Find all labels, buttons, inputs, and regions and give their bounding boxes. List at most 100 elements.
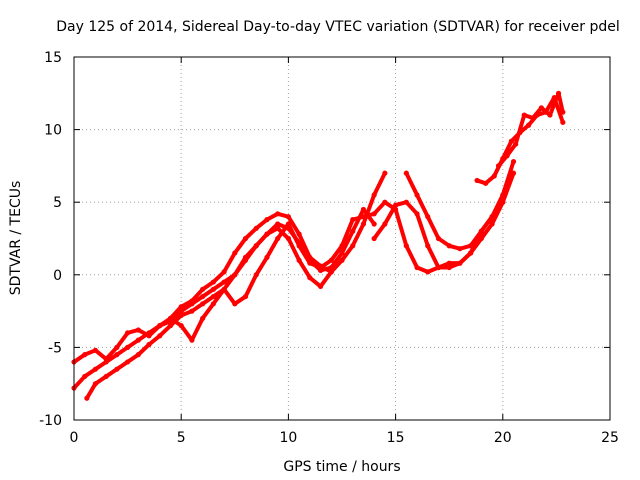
data-point bbox=[371, 221, 377, 227]
data-point bbox=[521, 112, 527, 118]
x-tick-label: 20 bbox=[494, 430, 512, 446]
data-point bbox=[457, 246, 463, 252]
data-point bbox=[285, 214, 291, 220]
data-point bbox=[210, 301, 216, 307]
data-point bbox=[446, 243, 452, 249]
data-point bbox=[504, 153, 510, 159]
data-point bbox=[178, 323, 184, 329]
data-point bbox=[555, 90, 562, 96]
x-tick-label: 5 bbox=[177, 430, 186, 446]
data-point bbox=[221, 286, 227, 292]
y-tick-label: 15 bbox=[44, 50, 62, 66]
series-layer bbox=[71, 90, 566, 401]
data-point bbox=[92, 366, 99, 372]
data-point bbox=[296, 257, 302, 263]
data-point bbox=[167, 315, 174, 321]
data-point bbox=[525, 122, 532, 128]
data-point bbox=[189, 337, 195, 343]
data-point bbox=[157, 333, 163, 339]
data-point bbox=[560, 119, 566, 125]
chart-title: Day 125 of 2014, Sidereal Day-to-day VTE… bbox=[56, 19, 620, 35]
data-point bbox=[468, 243, 474, 249]
data-point bbox=[200, 315, 206, 321]
data-point bbox=[114, 366, 120, 372]
data-point bbox=[275, 221, 281, 227]
x-axis: 0 5 10 15 20 25 bbox=[70, 57, 619, 446]
data-point bbox=[382, 221, 388, 227]
data-point bbox=[82, 352, 88, 358]
data-point bbox=[264, 217, 270, 223]
data-point bbox=[538, 105, 544, 111]
data-point bbox=[457, 260, 463, 266]
data-point bbox=[446, 264, 452, 271]
data-point bbox=[296, 243, 302, 249]
data-point bbox=[414, 192, 420, 198]
data-point bbox=[178, 312, 184, 319]
data-point bbox=[510, 158, 517, 165]
data-point bbox=[513, 141, 519, 147]
data-point bbox=[178, 308, 184, 314]
data-point bbox=[495, 163, 502, 169]
data-point bbox=[264, 231, 270, 237]
data-point bbox=[242, 235, 249, 242]
y-tick-label: -5 bbox=[48, 340, 62, 356]
data-point bbox=[189, 308, 195, 314]
data-point bbox=[232, 272, 238, 278]
data-point bbox=[275, 225, 281, 231]
x-tick-label: 25 bbox=[601, 430, 619, 446]
data-point bbox=[125, 330, 131, 336]
data-point bbox=[328, 269, 334, 275]
data-point bbox=[560, 109, 566, 115]
data-point bbox=[339, 243, 345, 249]
data-point bbox=[285, 235, 291, 242]
x-tick-label: 0 bbox=[70, 430, 79, 446]
data-point bbox=[489, 221, 495, 227]
data-point bbox=[414, 264, 420, 271]
data-point bbox=[221, 269, 227, 275]
data-point bbox=[403, 170, 409, 176]
series-satellite-track-6 bbox=[403, 170, 506, 252]
y-axis: -10 -5 0 5 10 15 bbox=[39, 50, 610, 429]
series-satellite-track-1 bbox=[71, 211, 334, 365]
data-point bbox=[210, 279, 216, 285]
data-point bbox=[350, 228, 356, 234]
data-point bbox=[125, 344, 131, 350]
data-point bbox=[253, 272, 259, 278]
data-point bbox=[296, 231, 302, 237]
data-point bbox=[275, 211, 281, 217]
data-point bbox=[500, 199, 506, 205]
data-point bbox=[474, 177, 480, 184]
data-point bbox=[317, 264, 324, 271]
data-point bbox=[425, 269, 431, 275]
x-tick-label: 10 bbox=[279, 430, 297, 446]
data-point bbox=[403, 199, 409, 205]
data-point bbox=[264, 254, 270, 260]
data-point bbox=[200, 293, 206, 300]
data-point bbox=[382, 170, 388, 176]
data-point bbox=[103, 359, 109, 365]
series-satellite-track-4 bbox=[167, 170, 517, 343]
series-line bbox=[168, 171, 516, 343]
y-tick-label: 0 bbox=[53, 268, 62, 284]
data-point bbox=[317, 283, 324, 290]
data-point bbox=[360, 221, 367, 227]
data-point bbox=[478, 228, 484, 234]
y-axis-label: SDTVAR / TECUs bbox=[8, 181, 24, 296]
grid bbox=[74, 57, 610, 420]
data-point bbox=[92, 347, 99, 353]
plot-frame bbox=[73, 56, 611, 421]
data-point bbox=[468, 250, 474, 256]
data-point bbox=[414, 211, 420, 217]
data-point bbox=[84, 395, 90, 401]
data-point bbox=[328, 257, 334, 263]
data-point bbox=[435, 235, 442, 242]
y-tick-label: 5 bbox=[53, 195, 62, 211]
series-line bbox=[404, 171, 505, 251]
series-satellite-track-8 bbox=[495, 90, 566, 169]
data-point bbox=[500, 192, 506, 198]
data-point bbox=[425, 243, 431, 249]
data-point bbox=[350, 217, 356, 223]
data-point bbox=[232, 250, 238, 256]
data-point bbox=[339, 257, 345, 263]
data-point bbox=[307, 275, 313, 281]
